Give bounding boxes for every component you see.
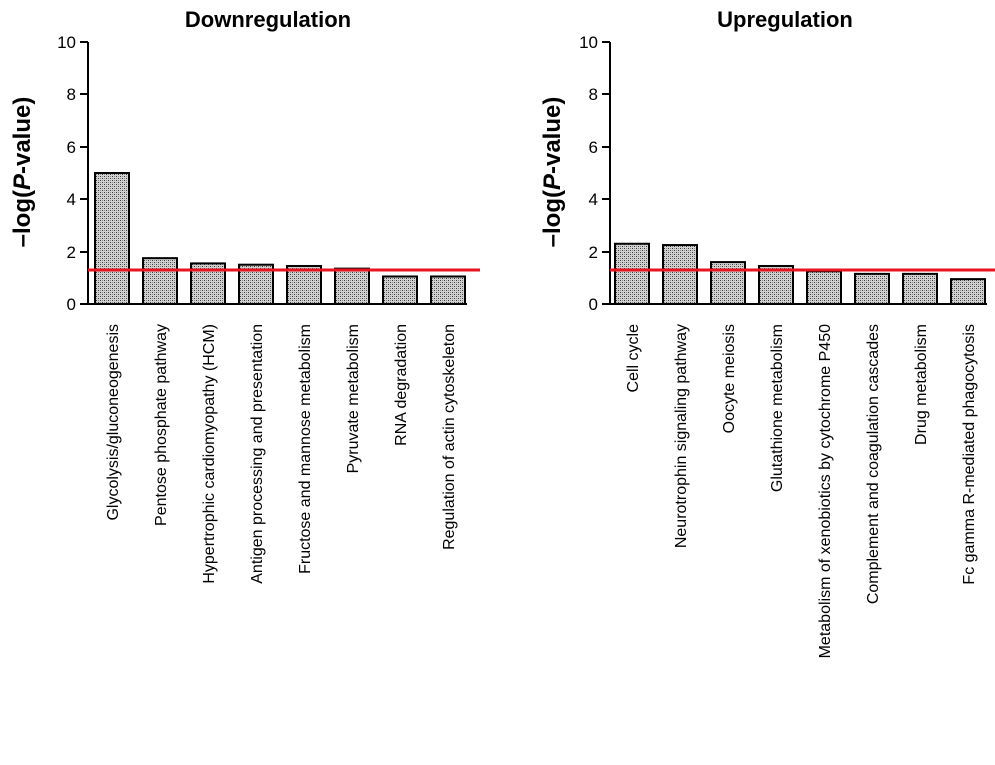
y-tick-label: 4 <box>589 190 598 209</box>
y-tick-label: 8 <box>67 85 76 104</box>
category-labels-upregulation: Cell cycle Neurotrophin signaling pathway… <box>625 324 978 658</box>
category-label: RNA degradation <box>393 324 410 446</box>
bar <box>854 272 890 305</box>
bar <box>758 265 794 306</box>
panel-upregulation: Upregulation –log(P-value) 0 2 4 6 8 10 … <box>539 7 995 658</box>
y-tick-label: 2 <box>67 243 76 262</box>
bar <box>662 244 698 306</box>
category-label: Oocyte meiosis <box>721 324 738 433</box>
y-tick-label: 6 <box>589 138 598 157</box>
bars-downregulation <box>88 172 467 306</box>
panel-downregulation: Downregulation –log(P-value) 0 2 4 6 8 1… <box>9 7 480 584</box>
bar <box>94 172 130 305</box>
bar <box>286 265 322 306</box>
category-label: Complement and coagulation cascades <box>865 324 882 604</box>
bars-upregulation <box>610 242 987 306</box>
category-label: Pentose phosphate pathway <box>153 324 170 526</box>
y-tick-label: 4 <box>67 190 76 209</box>
y-axis-label-downregulation: –log(P-value) <box>9 97 36 248</box>
bar <box>334 267 370 306</box>
category-label: Metabolism of xenobiotics by cytochrome … <box>817 324 834 658</box>
category-label: Glycolysis/gluconeogenesis <box>105 324 122 521</box>
y-tick-label: 0 <box>589 295 598 314</box>
y-tick-label: 10 <box>579 33 598 52</box>
bar <box>430 275 466 305</box>
category-label: Glutathione metabolism <box>769 324 786 492</box>
y-axis-downregulation: 0 2 4 6 8 10 <box>57 33 89 314</box>
y-tick-label: 0 <box>67 295 76 314</box>
y-axis-label-upregulation: –log(P-value) <box>539 97 566 248</box>
category-label: Antigen processing and presentation <box>249 324 266 584</box>
y-tick-label: 10 <box>57 33 76 52</box>
category-label: Hypertrophic cardiomyopathy (HCM) <box>201 324 218 584</box>
category-label: Drug metabolism <box>913 324 930 445</box>
category-label: Fc gamma R-mediated phagocytosis <box>961 324 978 585</box>
y-tick-label: 6 <box>67 138 76 157</box>
chart-title-upregulation: Upregulation <box>717 7 853 32</box>
y-axis-upregulation: 0 2 4 6 8 10 <box>579 33 611 314</box>
category-label: Cell cycle <box>625 324 642 393</box>
bar <box>614 242 650 306</box>
y-tick-label: 8 <box>589 85 598 104</box>
bar <box>902 272 938 305</box>
bar <box>950 278 986 305</box>
category-labels-downregulation: Glycolysis/gluconeogenesis Pentose phosph… <box>105 324 458 584</box>
bar <box>710 261 746 305</box>
category-label: Neurotrophin signaling pathway <box>673 324 690 548</box>
y-ticks: 0 2 4 6 8 10 <box>57 33 88 314</box>
bar <box>806 270 842 305</box>
category-label: Regulation of actin cytoskeleton <box>441 324 458 550</box>
bar <box>142 257 178 305</box>
category-label: Pyruvate metabolism <box>345 324 362 473</box>
bar <box>382 275 418 305</box>
y-ticks: 0 2 4 6 8 10 <box>579 33 610 314</box>
y-tick-label: 2 <box>589 243 598 262</box>
category-label: Fructose and mannose metabolism <box>297 324 314 574</box>
chart-title-downregulation: Downregulation <box>185 7 351 32</box>
